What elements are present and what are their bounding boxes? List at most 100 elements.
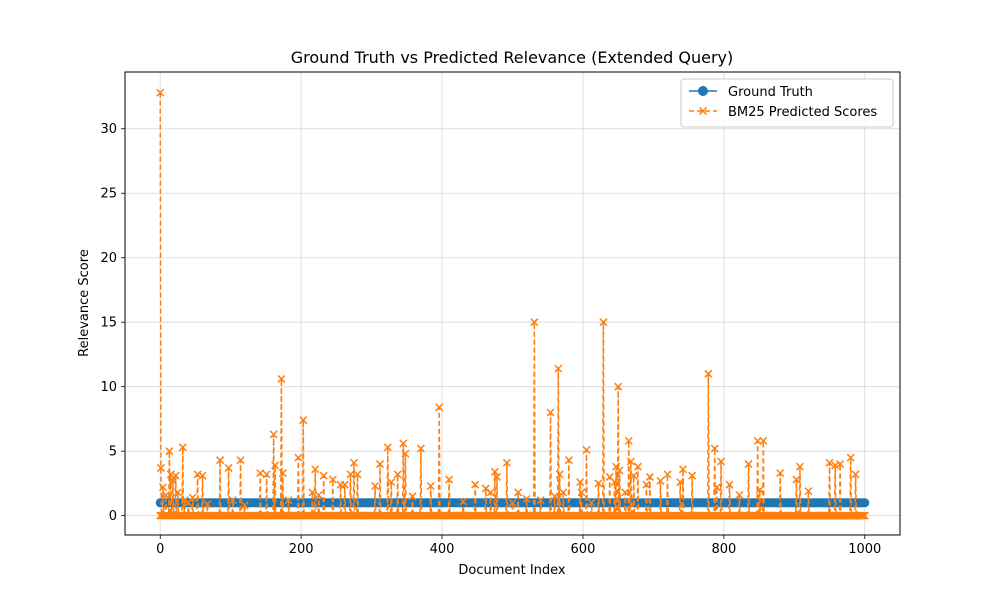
bm25-peak-marker: [401, 449, 410, 458]
bm25-peak-marker: [173, 488, 182, 497]
bm25-peak-marker: [490, 467, 499, 476]
bm25-peak-marker: [284, 496, 293, 505]
bm25-peak-marker: [804, 487, 813, 496]
y-tick-label: 15: [100, 316, 117, 331]
x-tick-label: 1000: [848, 542, 881, 557]
bm25-peak-marker: [546, 408, 555, 417]
bm25-peak-marker: [554, 364, 563, 373]
bm25-peak-marker: [776, 469, 785, 478]
bm25-peak-marker: [156, 88, 165, 97]
bm25-peak-marker: [645, 472, 654, 481]
x-tick-label: 200: [289, 542, 314, 557]
bm25-peak-marker: [851, 470, 860, 479]
bm25-peak-marker: [846, 453, 855, 462]
bm25-peak-marker: [564, 456, 573, 465]
bm25-peak-marker: [256, 469, 265, 478]
legend-ground-truth-marker: [698, 86, 708, 96]
legend-bm25-label: BM25 Predicted Scores: [728, 105, 877, 120]
bm25-predicted-series: [156, 88, 869, 520]
ground-truth-point: [860, 498, 870, 508]
bm25-peak-marker: [165, 447, 174, 456]
bm25-peak-marker: [599, 318, 608, 327]
bm25-peak-marker: [712, 483, 721, 492]
bm25-peak-marker: [156, 463, 165, 472]
bm25-peak-marker: [161, 490, 170, 500]
bm25-peak-marker: [582, 445, 591, 454]
bm25-peak-marker: [792, 475, 801, 484]
bm25-peak-marker: [228, 496, 237, 505]
plot-frame: [124, 71, 901, 536]
bm25-peak-marker: [299, 416, 308, 425]
bm25-peak-marker: [278, 469, 287, 478]
bm25-peak-marker: [576, 478, 585, 487]
bm25-peak-marker: [387, 478, 396, 487]
bm25-peak-marker: [825, 458, 834, 467]
bm25-peak-marker: [383, 443, 392, 452]
bm25-peak-marker: [629, 471, 638, 480]
x-axis-label: Document Index: [458, 563, 566, 578]
y-tick-label: 25: [100, 187, 117, 202]
bm25-peak-marker: [277, 374, 286, 383]
bm25-baseline-markers: [156, 511, 869, 520]
bm25-peak-marker: [198, 471, 207, 480]
bm25-peak-marker: [308, 488, 317, 497]
bm25-peak-marker: [171, 471, 180, 480]
bm25-peak-marker: [416, 444, 425, 453]
bm25-peak-marker: [688, 471, 697, 480]
bm25-peak-marker: [550, 492, 559, 501]
bm25-peak-marker: [393, 470, 402, 479]
bm25-peak-marker: [555, 470, 564, 479]
bm25-peak-marker: [624, 436, 633, 445]
bm25-peak-marker: [502, 458, 511, 467]
bm25-peak-marker: [514, 488, 523, 497]
bm25-peak-marker: [294, 453, 303, 462]
bm25-peak-marker: [536, 496, 545, 505]
bm25-peak-marker: [203, 500, 212, 509]
bm25-peak-marker: [656, 476, 665, 485]
bm25-peak-marker: [759, 436, 768, 445]
bm25-peak-marker: [795, 462, 804, 471]
bm25-peak-marker: [676, 478, 685, 487]
bm25-peak-marker: [717, 457, 726, 466]
bm25-peak-marker: [168, 476, 177, 485]
x-tick-label: 400: [430, 542, 455, 557]
bm25-peak-marker: [481, 484, 490, 493]
bm25-peak-marker: [399, 439, 408, 448]
chart-title: Ground Truth vs Predicted Relevance (Ext…: [291, 48, 734, 67]
y-tick-label: 30: [100, 122, 117, 137]
x-tick-label: 0: [156, 542, 164, 557]
bm25-peak-marker: [459, 497, 468, 506]
bm25-peak-marker: [744, 460, 753, 469]
bm25-peak-marker: [426, 481, 435, 491]
bm25-peak-marker: [559, 488, 568, 497]
bm25-peak-marker: [678, 465, 688, 474]
bm25-peak-marker: [471, 480, 480, 489]
x-tick-label: 800: [711, 542, 736, 557]
plot-area: [125, 72, 900, 535]
bm25-peak-marker: [159, 483, 168, 492]
bm25-peak-marker: [633, 462, 642, 471]
bm25-peak-marker: [725, 480, 734, 489]
legend-bm25-marker: [698, 106, 708, 116]
bm25-peak-marker: [188, 493, 197, 502]
y-tick-label: 20: [100, 251, 117, 266]
bm25-peak-marker: [522, 494, 531, 503]
y-axis-label: Relevance Score: [77, 249, 92, 357]
bm25-peak-marker: [349, 458, 359, 467]
bm25-peak-marker: [346, 470, 355, 479]
bm25-peak-marker: [328, 475, 337, 484]
bm25-peak-marker: [178, 443, 187, 452]
bm25-peak-marker: [340, 480, 349, 489]
legend: Ground Truth BM25 Predicted Scores: [680, 78, 894, 128]
bm25-peak-marker: [271, 461, 280, 470]
bm25-peak-marker: [486, 488, 495, 497]
y-tick-label: 0: [109, 509, 117, 524]
bm25-peak-marker: [371, 481, 380, 491]
bm25-peak-marker: [642, 480, 651, 489]
bm25-peak-marker: [836, 460, 845, 469]
bm25-peak-marker: [435, 403, 444, 412]
bm25-peak-marker: [621, 488, 630, 497]
y-tick-label: 10: [100, 380, 117, 395]
bm25-peak-marker: [314, 490, 323, 500]
